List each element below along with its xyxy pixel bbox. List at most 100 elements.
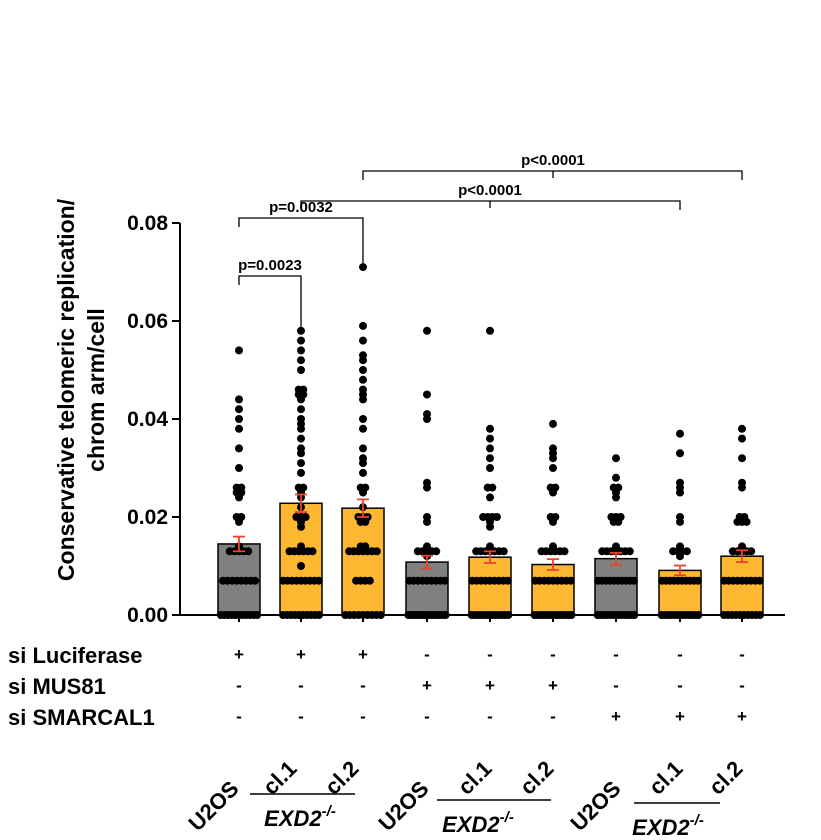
group-label-superscript: -/-: [500, 809, 514, 826]
condition-label: si SMARCAL1: [8, 705, 155, 730]
data-point: [423, 326, 431, 335]
data-point: [359, 375, 367, 384]
bar: [594, 557, 638, 616]
x-category-label: cl.2: [704, 756, 748, 800]
data-point: [503, 576, 512, 585]
condition-sign: -: [424, 645, 430, 664]
data-point: [235, 405, 243, 414]
data-point: [738, 454, 746, 463]
condition-sign: +: [737, 707, 747, 726]
data-point: [297, 395, 305, 404]
condition-sign: -: [739, 676, 745, 695]
condition-sign: -: [677, 676, 683, 695]
condition-sign: -: [613, 676, 619, 695]
condition-sign: -: [613, 645, 619, 664]
data-point: [486, 434, 494, 443]
condition-sign: +: [358, 645, 368, 664]
data-point: [676, 488, 684, 497]
condition-sign: -: [298, 676, 304, 695]
group-label-superscript: -/-: [322, 803, 336, 820]
data-point: [492, 513, 501, 521]
x-category-label: cl.1: [258, 756, 302, 800]
data-point: [566, 576, 575, 585]
condition-sign: -: [360, 707, 366, 726]
data-point: [235, 395, 243, 404]
y-tick-label: 0.06: [127, 310, 168, 333]
data-point: [359, 459, 367, 468]
condition-sign: +: [675, 707, 685, 726]
data-point: [308, 547, 317, 556]
data-point: [359, 488, 367, 497]
data-point: [359, 395, 367, 404]
p-value-label: p=0.0023: [238, 257, 302, 274]
data-point: [630, 576, 638, 585]
data-point: [676, 429, 684, 438]
data-point: [423, 415, 431, 423]
condition-sign: +: [422, 676, 432, 695]
data-point: [549, 517, 557, 526]
condition-sign: -: [677, 645, 683, 664]
x-category-label: cl.1: [644, 756, 688, 800]
p-value-label: p<0.0001: [458, 182, 522, 199]
data-point: [235, 517, 243, 526]
group-label: EXD2-/-: [264, 803, 336, 831]
data-point: [359, 336, 367, 345]
condition-sign: -: [487, 645, 493, 664]
bar: [531, 563, 575, 616]
y-tick-label: 0.08: [127, 212, 168, 235]
data-point: [359, 263, 367, 272]
error-bars: [233, 493, 748, 577]
condition-sign: -: [236, 707, 242, 726]
data-point: [676, 449, 684, 458]
data-points: [216, 263, 764, 619]
data-point: [676, 517, 684, 526]
data-point: [612, 493, 620, 502]
data-point: [235, 346, 243, 355]
p-value-label: p<0.0001: [521, 152, 585, 169]
data-point: [614, 517, 623, 526]
condition-sign: -: [550, 645, 556, 664]
data-point: [297, 346, 305, 355]
x-category-label: U2OS: [373, 776, 433, 836]
data-point: [359, 444, 367, 453]
y-axis-label: Conservative telomeric replication/ chro…: [53, 198, 109, 581]
data-point: [423, 517, 431, 526]
condition-sign: -: [424, 707, 430, 726]
x-category-label: cl.2: [515, 756, 559, 800]
condition-label: si Luciferase: [8, 643, 143, 668]
data-point: [297, 434, 305, 443]
y-axis-label-line-1: Conservative telomeric replication/: [53, 198, 79, 581]
data-point: [297, 468, 305, 477]
data-point: [372, 547, 381, 556]
data-point: [235, 415, 243, 423]
data-point: [297, 366, 305, 374]
data-point: [359, 468, 367, 477]
data-point: [560, 547, 569, 556]
group-label-superscript: -/-: [690, 812, 704, 829]
bar: [468, 556, 512, 616]
condition-sign: -: [360, 676, 366, 695]
data-point: [486, 464, 494, 472]
condition-sign: +: [611, 707, 621, 726]
data-point: [235, 424, 243, 433]
data-point: [297, 356, 305, 365]
data-point: [738, 483, 746, 492]
data-point: [440, 576, 449, 585]
data-point: [423, 390, 431, 399]
data-point: [235, 444, 243, 453]
data-point: [612, 473, 620, 482]
condition-sign: -: [298, 707, 304, 726]
data-point: [694, 576, 702, 585]
data-point: [625, 547, 634, 556]
data-point: [549, 419, 557, 428]
data-point: [361, 517, 370, 526]
data-point: [738, 434, 746, 443]
data-point: [251, 576, 260, 585]
data-point: [432, 547, 441, 556]
data-point: [359, 424, 367, 433]
data-point: [365, 576, 374, 585]
condition-sign: -: [236, 676, 242, 695]
data-point: [486, 326, 494, 335]
group-labels: EXD2-/- EXD2-/- EXD2-/-: [250, 793, 720, 840]
